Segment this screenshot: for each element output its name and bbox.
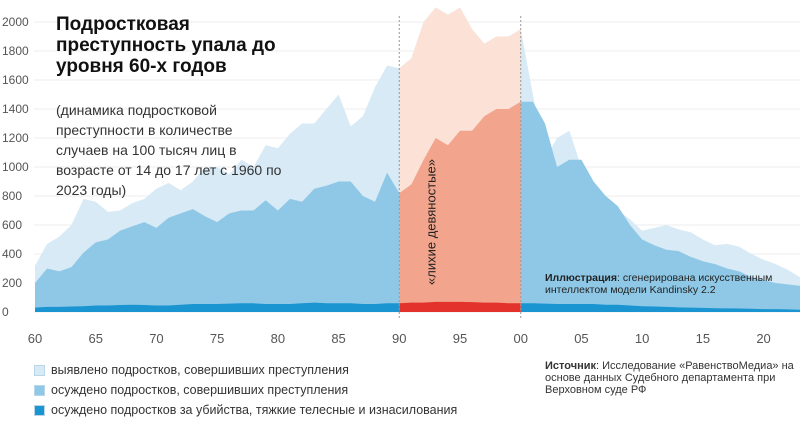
x-tick-label: 95 <box>453 331 467 346</box>
x-tick-label: 80 <box>271 331 285 346</box>
legend-item-convicted: осуждено подростков, совершивших преступ… <box>34 380 457 400</box>
source-note: Источник: Исследование «РавенствоМедиа» … <box>545 360 795 396</box>
legend: выявлено подростков, совершивших преступ… <box>34 360 457 420</box>
source-head: Источник <box>545 360 597 372</box>
legend-item-severe: осуждено подростков за убийства, тяжкие … <box>34 400 457 420</box>
legend-label: осуждено подростков, совершивших преступ… <box>51 383 349 397</box>
x-tick-label: 60 <box>28 331 42 346</box>
y-tick-label: 800 <box>2 189 22 203</box>
highlight-area <box>399 101 521 312</box>
legend-swatch-light <box>34 364 45 376</box>
y-tick-label: 1200 <box>2 131 29 145</box>
chart-title: Подростковая преступность упала до уровн… <box>56 14 276 77</box>
x-tick-label: 05 <box>574 331 588 346</box>
y-tick-label: 2000 <box>2 15 29 29</box>
y-tick-label: 1000 <box>2 160 29 174</box>
x-tick-label: 90 <box>392 331 406 346</box>
y-tick-label: 1400 <box>2 102 29 116</box>
x-tick-label: 00 <box>513 331 527 346</box>
x-tick-label: 70 <box>149 331 163 346</box>
illustration-credit-head: Иллюстрация <box>545 272 617 284</box>
x-tick-label: 65 <box>88 331 102 346</box>
y-tick-label: 400 <box>2 247 22 261</box>
y-tick-label: 1600 <box>2 73 29 87</box>
y-tick-label: 600 <box>2 218 22 232</box>
source-text: : Исследование «РавенствоМедиа» на основ… <box>545 360 794 396</box>
highlight-label: «лихие девяностые» <box>423 159 438 285</box>
y-tick-label: 0 <box>2 305 9 319</box>
legend-swatch-dark <box>34 404 45 416</box>
x-tick-label: 15 <box>696 331 710 346</box>
illustration-credit-text: : сгенерирована искусственным интеллекто… <box>545 272 773 296</box>
chart-subtitle: (динамика подростковой преступности в ко… <box>56 102 282 198</box>
legend-label: выявлено подростков, совершивших преступ… <box>51 363 349 377</box>
y-tick-label: 200 <box>2 276 22 290</box>
legend-label: осуждено подростков за убийства, тяжкие … <box>51 403 458 417</box>
illustration-credit: Иллюстрация: сгенерирована искусственным… <box>545 272 795 296</box>
x-tick-label: 85 <box>331 331 345 346</box>
x-tick-label: 75 <box>210 331 224 346</box>
x-tick-label: 20 <box>756 331 770 346</box>
x-tick-label: 10 <box>635 331 649 346</box>
highlight-area <box>399 301 521 312</box>
y-tick-label: 1800 <box>2 44 29 58</box>
legend-item-detected: выявлено подростков, совершивших преступ… <box>34 360 457 380</box>
legend-swatch-mid <box>34 384 45 396</box>
